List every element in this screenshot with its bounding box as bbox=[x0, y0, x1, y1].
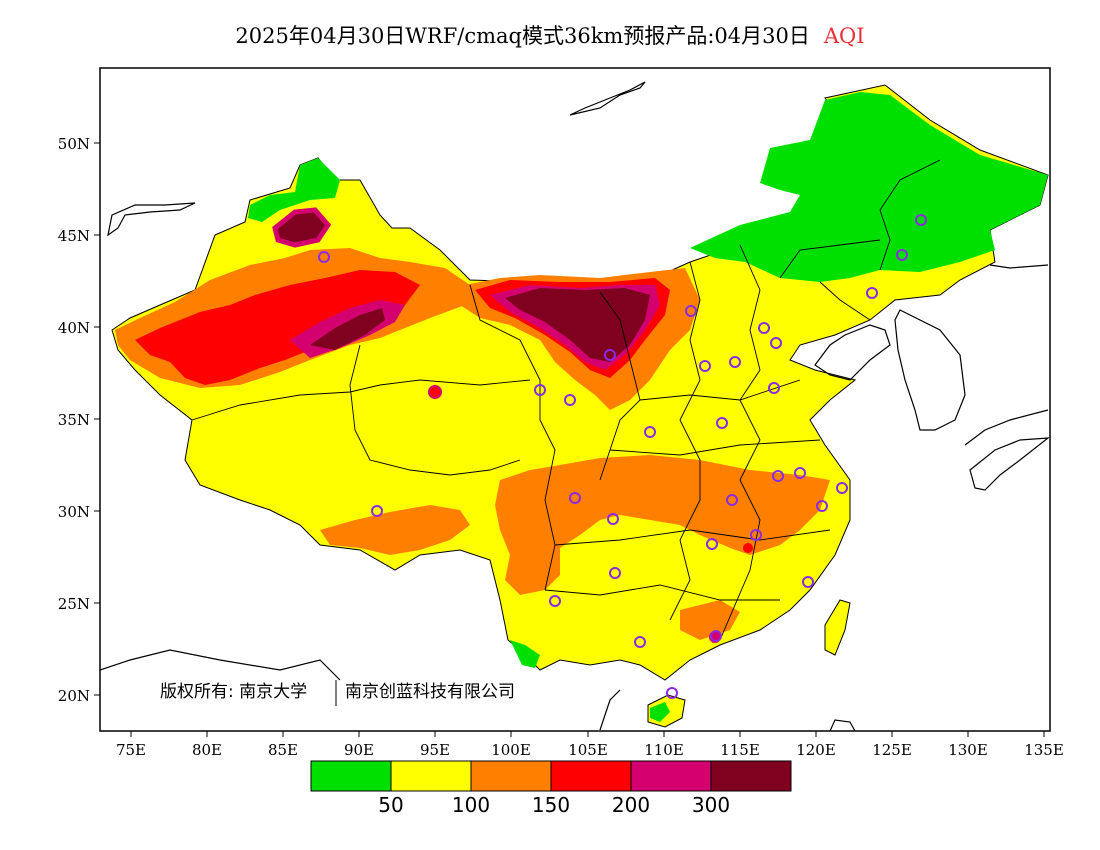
city-marker bbox=[564, 394, 576, 406]
city-marker bbox=[802, 576, 814, 588]
copyright-text: 版权所有: 南京大学 bbox=[160, 682, 307, 702]
lat-tick-label: 25N bbox=[58, 595, 90, 613]
city-marker bbox=[770, 337, 782, 349]
taiwan-island bbox=[824, 599, 851, 656]
city-marker bbox=[816, 500, 828, 512]
lon-tick-label: 75E bbox=[116, 741, 146, 759]
copyright-company: 南京创蓝科技有限公司 bbox=[345, 682, 515, 702]
lat-tick-label: 40N bbox=[58, 319, 90, 337]
city-marker bbox=[666, 687, 678, 699]
city-marker bbox=[915, 214, 927, 226]
colorbar-swatch-1 bbox=[391, 761, 471, 791]
city-marker bbox=[750, 529, 762, 541]
coastlines bbox=[100, 81, 1050, 731]
city-marker bbox=[896, 249, 908, 261]
city-marker bbox=[758, 322, 770, 334]
city-marker bbox=[768, 382, 780, 394]
city-marker bbox=[549, 595, 561, 607]
colorbar-label: 300 bbox=[692, 793, 730, 817]
colorbar-label: 50 bbox=[378, 793, 403, 817]
city-marker bbox=[699, 360, 711, 372]
city-marker bbox=[710, 630, 722, 642]
lon-tick-label: 110E bbox=[644, 741, 684, 759]
northwest-green-zone bbox=[248, 158, 340, 222]
lon-tick-label: 105E bbox=[568, 741, 608, 759]
city-marker bbox=[534, 384, 546, 396]
variable-label: AQI bbox=[823, 24, 865, 48]
city-marker bbox=[866, 287, 878, 299]
lon-tick-label: 120E bbox=[796, 741, 836, 759]
tarim-maroon-zone bbox=[310, 308, 385, 350]
city-marker bbox=[726, 494, 738, 506]
lon-tick-label: 125E bbox=[872, 741, 912, 759]
map-content bbox=[100, 81, 1050, 731]
lat-tick-labels: 50N 45N 40N 35N 30N 25N 20N bbox=[58, 135, 90, 705]
colorbar: 50 100 150 200 300 bbox=[310, 760, 792, 817]
lon-tick-label: 95E bbox=[420, 741, 450, 759]
city-marker bbox=[729, 356, 741, 368]
lat-tick-label: 20N bbox=[58, 687, 90, 705]
city-marker bbox=[318, 251, 330, 263]
city-marker bbox=[644, 426, 656, 438]
colorbar-label: 200 bbox=[612, 793, 650, 817]
tarim-red-zone bbox=[135, 270, 420, 385]
guangxi-orange-zone bbox=[680, 600, 740, 640]
lon-tick-label: 80E bbox=[192, 741, 222, 759]
colorbar-swatch-4 bbox=[631, 761, 711, 791]
city-marker bbox=[371, 505, 383, 517]
lon-tick-label: 130E bbox=[948, 741, 988, 759]
tibet-orange-zone bbox=[320, 505, 470, 555]
city-marker bbox=[607, 513, 619, 525]
lat-tick-label: 35N bbox=[58, 411, 90, 429]
lon-tick-label: 135E bbox=[1024, 741, 1064, 759]
colorbar-swatch-0 bbox=[311, 761, 391, 791]
city-marker bbox=[569, 492, 581, 504]
dzungaria-maroon-zone bbox=[272, 207, 332, 248]
colorbar-swatch-5 bbox=[711, 761, 791, 791]
province-borders bbox=[191, 159, 941, 641]
hotspot-mark bbox=[428, 385, 442, 399]
colorbar-label: 100 bbox=[452, 793, 490, 817]
map-frame bbox=[99, 67, 1051, 732]
city-marker bbox=[716, 417, 728, 429]
lon-tick-label: 100E bbox=[491, 741, 531, 759]
colorbar-swatch-2 bbox=[471, 761, 551, 791]
map-title-text: 2025年04月30日WRF/cmaq模式36km预报产品:04月30日 bbox=[235, 24, 810, 48]
lon-tick-label: 90E bbox=[344, 741, 374, 759]
lon-tick-label: 115E bbox=[720, 741, 760, 759]
city-marker bbox=[634, 636, 646, 648]
hotspot-mark bbox=[743, 543, 753, 553]
lat-tick-label: 45N bbox=[58, 227, 90, 245]
city-marker bbox=[609, 567, 621, 579]
city-marker bbox=[772, 470, 784, 482]
city-marker bbox=[685, 305, 697, 317]
north-maroon-zone bbox=[505, 288, 650, 362]
south-green-zone bbox=[510, 640, 540, 668]
city-markers bbox=[318, 214, 927, 699]
lat-tick-label: 30N bbox=[58, 503, 90, 521]
city-marker bbox=[706, 538, 718, 550]
colorbar-swatch-3 bbox=[551, 761, 631, 791]
central-orange-zone bbox=[495, 455, 830, 595]
tick-marks bbox=[94, 142, 1045, 737]
northeast-green-zone bbox=[690, 92, 1048, 282]
lon-tick-label: 85E bbox=[268, 741, 298, 759]
colorbar-label: 150 bbox=[532, 793, 570, 817]
city-marker bbox=[836, 482, 848, 494]
map-title: 2025年04月30日WRF/cmaq模式36km预报产品:04月30日 AQI bbox=[0, 20, 1100, 50]
city-marker bbox=[794, 467, 806, 479]
city-marker bbox=[604, 349, 616, 361]
lon-tick-labels: 75E 80E 85E 90E 95E 100E 105E 110E 115E … bbox=[116, 741, 1064, 759]
hainan-green bbox=[650, 702, 670, 722]
lat-tick-label: 50N bbox=[58, 135, 90, 153]
